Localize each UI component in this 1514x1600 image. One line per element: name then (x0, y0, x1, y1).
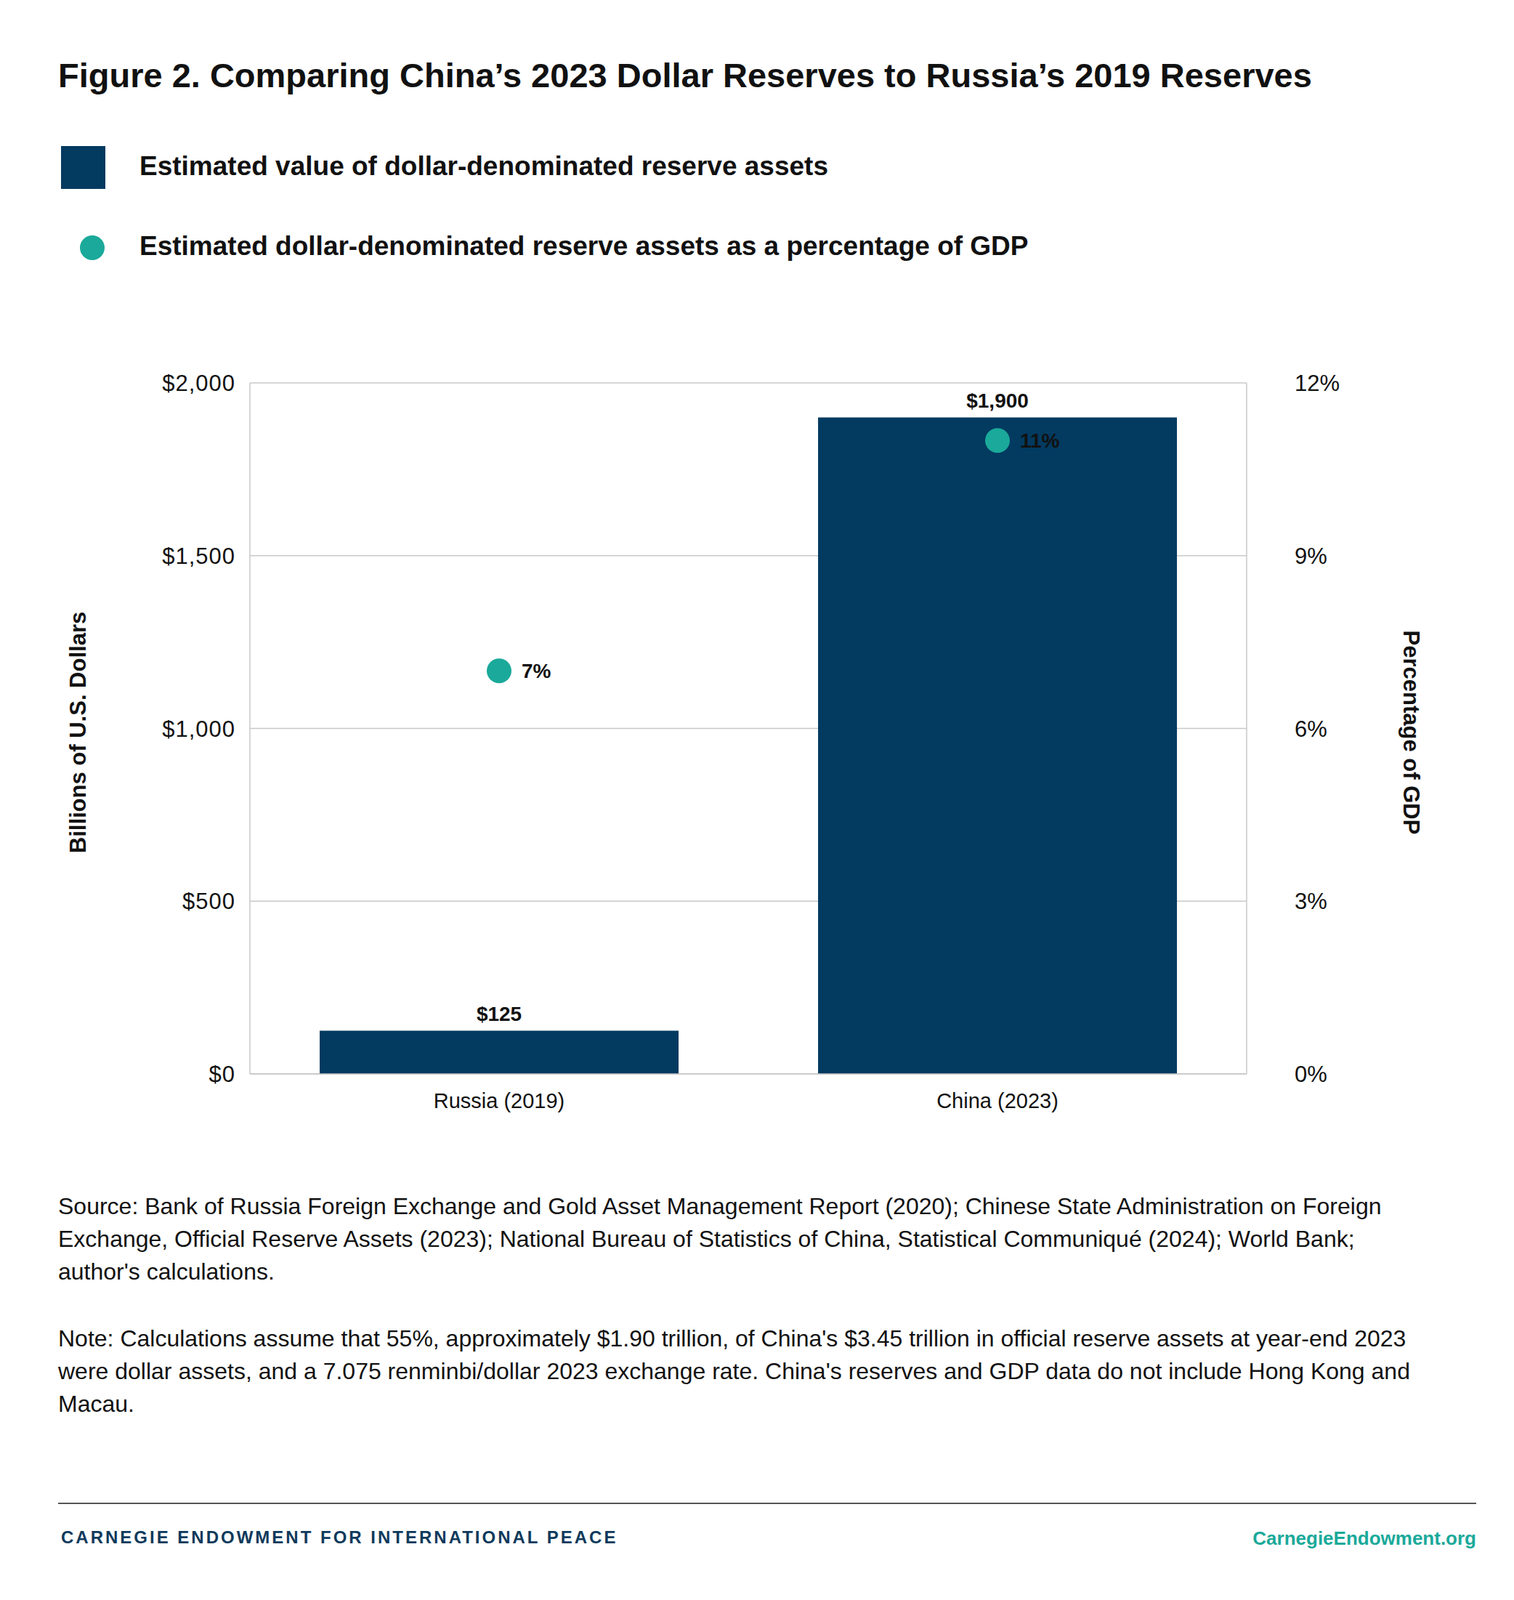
html-text:Percentage of GDP: Percentage of GDP (1398, 630, 1424, 835)
svg-text:$0: $0 (209, 1061, 236, 1087)
html-text:Source: Bank of Russia Foreign: Source: Bank of Russia Foreign Exchange … (58, 1192, 1382, 1285)
svg-text:3%: 3% (1294, 888, 1328, 914)
svg-text:6%: 6% (1294, 716, 1328, 742)
svg-text:$125: $125 (476, 1002, 522, 1026)
svg-text:$1,900: $1,900 (966, 389, 1029, 412)
html-text:Note: Calculations assume that: Note: Calculations assume that 55%, appr… (58, 1325, 1411, 1417)
svg-text:$1,500: $1,500 (162, 543, 236, 569)
html-text:CARNEGIE ENDOWMENT FOR INTERNA: CARNEGIE ENDOWMENT FOR INTERNATIONAL PEA… (61, 1527, 618, 1547)
svg-text:7%: 7% (521, 659, 552, 683)
svg-text:$500: $500 (182, 888, 236, 914)
svg-text:China (2023): China (2023) (936, 1089, 1059, 1113)
svg-text:12%: 12% (1294, 370, 1340, 396)
html-text:Estimated value of dollar-deno: Estimated value of dollar-denominated re… (139, 151, 829, 181)
svg-text:$2,000: $2,000 (162, 370, 236, 396)
svg-text:11%: 11% (1019, 429, 1060, 452)
html-text:Estimated dollar-denominated r: Estimated dollar-denominated reserve ass… (139, 231, 1029, 261)
svg-text:Russia (2019): Russia (2019) (433, 1089, 566, 1113)
svg-text:$1,000: $1,000 (162, 716, 236, 742)
html-text:Billions of U.S. Dollars: Billions of U.S. Dollars (65, 611, 91, 854)
html-text:Figure 2. Comparing China’s 20: Figure 2. Comparing China’s 2023 Dollar … (58, 55, 1312, 95)
svg-text:0%: 0% (1294, 1061, 1328, 1087)
html-text:CarnegieEndowment.org: CarnegieEndowment.org (1252, 1527, 1477, 1549)
svg-text:9%: 9% (1294, 543, 1328, 569)
